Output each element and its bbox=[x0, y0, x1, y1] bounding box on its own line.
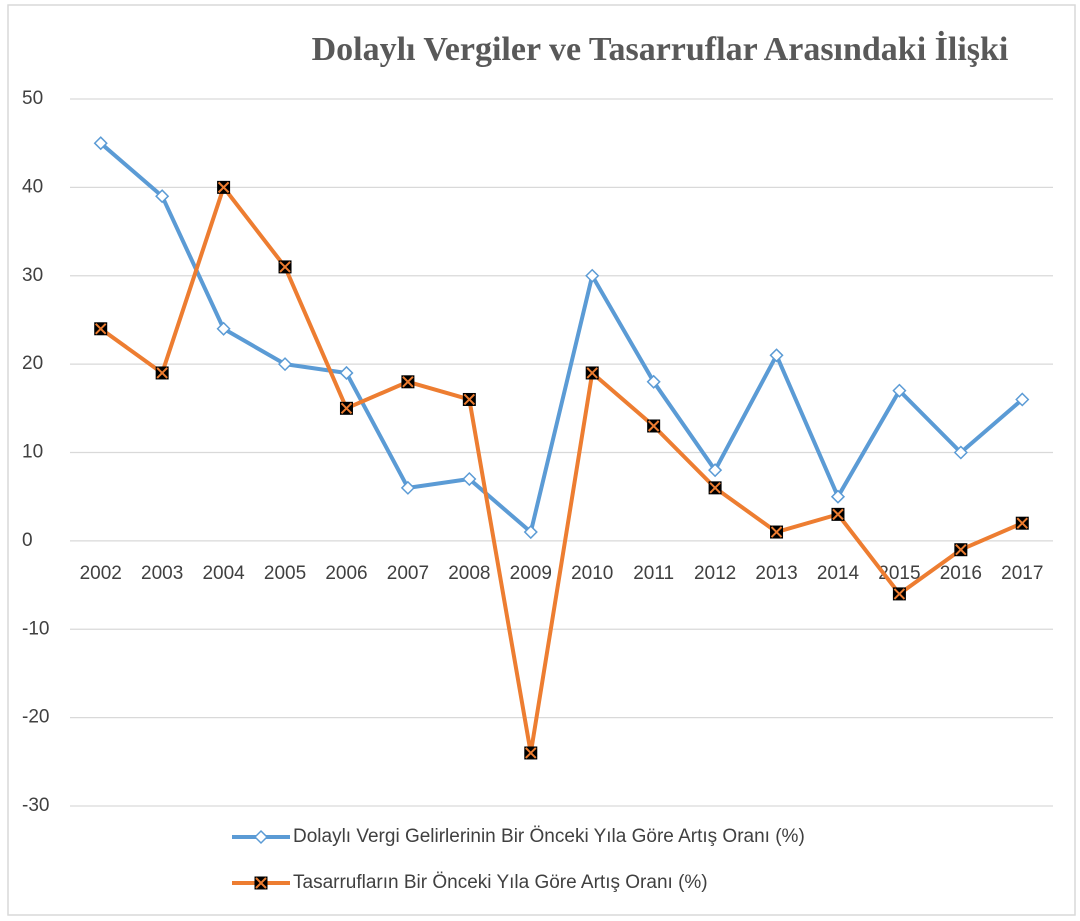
x-tick-label: 2008 bbox=[448, 563, 490, 584]
data-point bbox=[953, 445, 968, 460]
y-tick-label: 30 bbox=[22, 265, 43, 286]
chart-border bbox=[7, 4, 1076, 916]
data-point bbox=[585, 268, 600, 283]
marker-cross bbox=[156, 367, 168, 379]
marker-cross bbox=[893, 588, 906, 600]
data-point bbox=[831, 507, 845, 521]
data-point bbox=[523, 524, 538, 540]
data-point bbox=[94, 322, 108, 336]
x-tick-label: 2007 bbox=[387, 563, 429, 584]
data-point bbox=[892, 383, 907, 398]
marker-shape bbox=[277, 357, 293, 372]
data-point bbox=[646, 374, 661, 389]
marker-shape bbox=[892, 383, 907, 398]
y-tick-label: 50 bbox=[22, 88, 43, 109]
x-tick-label: 2016 bbox=[940, 563, 982, 584]
marker-cross bbox=[586, 367, 598, 379]
y-tick-label: -30 bbox=[22, 795, 49, 816]
data-point bbox=[462, 471, 477, 487]
data-point bbox=[647, 419, 661, 433]
x-tick-label: 2014 bbox=[817, 563, 860, 584]
y-tick-label: 0 bbox=[22, 530, 33, 551]
marker-shape bbox=[708, 463, 723, 478]
data-point bbox=[708, 463, 723, 478]
marker-cross bbox=[463, 393, 476, 406]
marker-cross bbox=[1016, 517, 1028, 529]
marker-cross bbox=[955, 544, 967, 556]
data-point bbox=[770, 525, 784, 539]
x-tick-label: 2004 bbox=[202, 563, 245, 584]
marker-shape bbox=[523, 524, 538, 540]
legend-label: Dolaylı Vergi Gelirlerinin Bir Önceki Yı… bbox=[293, 826, 805, 847]
data-point bbox=[585, 366, 599, 380]
x-tick-label: 2011 bbox=[633, 563, 674, 584]
x-tick-label: 2009 bbox=[510, 563, 552, 584]
data-point bbox=[93, 136, 108, 151]
marker-cross bbox=[279, 261, 291, 273]
data-point bbox=[155, 366, 169, 380]
series-line bbox=[99, 185, 1024, 755]
marker-cross bbox=[95, 323, 107, 335]
chart-title: Dolaylı Vergiler ve Tasarruflar Arasında… bbox=[312, 30, 1009, 68]
marker-cross bbox=[770, 526, 783, 538]
x-tick-label: 2017 bbox=[1001, 563, 1043, 584]
marker-shape bbox=[400, 480, 415, 495]
marker-cross bbox=[832, 508, 844, 521]
marker-shape bbox=[93, 136, 108, 151]
data-point bbox=[278, 260, 292, 274]
data-point bbox=[1015, 392, 1030, 407]
y-tick-label: 10 bbox=[22, 442, 43, 463]
marker-cross bbox=[255, 877, 267, 889]
marker-shape bbox=[216, 321, 231, 336]
y-tick-label: -20 bbox=[22, 707, 49, 728]
data-point bbox=[401, 375, 415, 389]
x-tick-label: 2006 bbox=[325, 563, 367, 584]
data-point bbox=[524, 746, 538, 760]
marker-shape bbox=[830, 489, 846, 504]
data-point bbox=[155, 189, 170, 204]
x-tick-label: 2003 bbox=[141, 563, 183, 584]
data-point bbox=[217, 180, 231, 194]
marker-cross bbox=[340, 402, 353, 415]
x-tick-label: 2010 bbox=[571, 563, 613, 584]
x-tick-label: 2013 bbox=[755, 563, 797, 584]
marker-shape bbox=[585, 268, 600, 283]
marker-shape bbox=[339, 365, 354, 381]
marker-cross bbox=[709, 482, 721, 494]
marker-shape bbox=[1015, 392, 1030, 407]
x-tick-label: 2002 bbox=[80, 563, 122, 584]
data-point bbox=[400, 480, 415, 495]
marker-cross bbox=[217, 181, 230, 194]
data-point bbox=[216, 321, 231, 336]
marker-shape bbox=[769, 348, 784, 363]
data-point bbox=[462, 392, 476, 406]
x-tick-label: 2012 bbox=[694, 563, 736, 584]
data-point bbox=[339, 365, 354, 381]
series-line bbox=[99, 141, 1024, 535]
legend-swatch-marker bbox=[253, 829, 269, 845]
marker-shape bbox=[646, 374, 661, 389]
data-point bbox=[769, 348, 784, 363]
data-point bbox=[708, 481, 722, 495]
y-tick-label: 40 bbox=[22, 176, 43, 197]
data-point bbox=[339, 401, 353, 415]
data-point bbox=[954, 543, 968, 557]
legend-label: Tasarrufların Bir Önceki Yıla Göre Artış… bbox=[293, 872, 708, 893]
legend-swatch-marker bbox=[254, 876, 268, 890]
marker-cross bbox=[402, 376, 414, 388]
y-tick-label: -10 bbox=[22, 618, 49, 639]
marker-shape bbox=[155, 189, 170, 204]
y-tick-label: 20 bbox=[22, 353, 43, 374]
marker-shape bbox=[253, 829, 269, 845]
marker-shape bbox=[953, 445, 968, 460]
marker-cross bbox=[647, 420, 660, 432]
data-point bbox=[1015, 516, 1029, 530]
marker-cross bbox=[525, 747, 537, 759]
data-point bbox=[892, 587, 906, 601]
data-point bbox=[830, 489, 846, 504]
data-point bbox=[277, 357, 293, 372]
marker-shape bbox=[462, 471, 477, 487]
x-tick-label: 2005 bbox=[264, 563, 306, 584]
